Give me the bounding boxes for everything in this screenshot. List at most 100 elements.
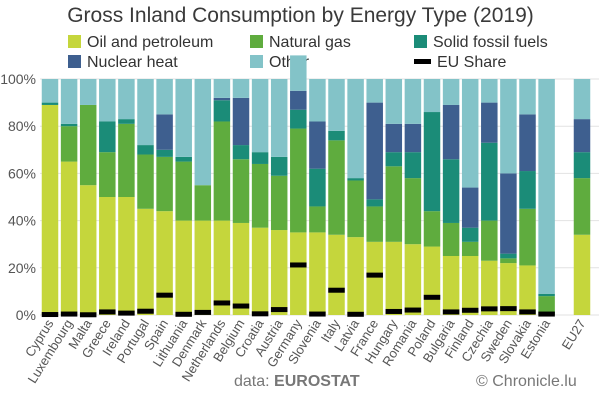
bar-segment-solid-fossil-fuels <box>118 119 135 124</box>
eu-share-marker <box>232 303 250 309</box>
bar-segment-other <box>194 79 212 186</box>
bar-segment-oil-and-petroleum <box>328 234 345 315</box>
eu-share-marker <box>137 308 154 314</box>
bar-segment-oil-and-petroleum <box>60 161 78 315</box>
bar-segment-oil-and-petroleum <box>175 220 192 315</box>
bar-segment-oil-and-petroleum <box>347 237 364 315</box>
bar-segment-oil-and-petroleum <box>385 241 403 315</box>
bar-segment-nuclear-heat <box>213 97 231 101</box>
bar-segment-other <box>41 79 59 103</box>
eu-share-marker <box>270 307 288 313</box>
bar-segment-other <box>442 79 460 105</box>
bar-segment-other <box>481 79 498 103</box>
bar-segment-solid-fossil-fuels <box>99 121 116 153</box>
bar-segment-other <box>423 79 441 113</box>
eu-share-marker <box>175 311 192 317</box>
legend-swatch-gas <box>250 35 263 48</box>
bar-segment-nuclear-heat <box>519 114 536 172</box>
bar-segment-natural-gas <box>232 159 250 223</box>
bar-segment-oil-and-petroleum <box>309 232 326 315</box>
bar-segment-nuclear-heat <box>309 121 326 169</box>
source-credit: data: EUROSTAT <box>234 373 360 391</box>
bar-segment-solid-fossil-fuels <box>573 152 591 179</box>
y-tick-label: 80% <box>8 118 36 134</box>
bar-segment-natural-gas <box>328 140 345 235</box>
bar-segment-natural-gas <box>99 152 116 197</box>
bar-segment-natural-gas <box>194 185 212 221</box>
bar-segment-other <box>60 79 78 124</box>
bar-segment-natural-gas <box>309 206 326 233</box>
eu-share-marker <box>442 309 460 315</box>
bar-segment-nuclear-heat <box>500 173 517 254</box>
bar-segment-nuclear-heat <box>385 123 403 153</box>
bar-segment-solid-fossil-fuels <box>385 152 403 167</box>
bar-segment-other <box>213 79 231 98</box>
bar-segment-natural-gas <box>251 163 269 228</box>
bar-segment-natural-gas <box>423 211 441 247</box>
bar-segment-solid-fossil-fuels <box>538 293 555 297</box>
bar-segment-natural-gas <box>118 123 135 197</box>
legend-label-nuclear: Nuclear heat <box>87 54 178 71</box>
y-tick-label: 20% <box>8 260 36 276</box>
bar-segment-oil-and-petroleum <box>290 232 307 315</box>
bar-segment-solid-fossil-fuels <box>500 253 517 259</box>
legend-item-oil: Oil and petroleum <box>68 34 213 52</box>
bar-segment-solid-fossil-fuels <box>175 156 192 162</box>
site-name: Chronicle.lu <box>492 373 577 390</box>
bar-segment-natural-gas <box>213 121 231 221</box>
bar-segment-oil-and-petroleum <box>461 256 479 315</box>
eu-share-marker <box>519 309 536 315</box>
legend-label-gas: Natural gas <box>269 34 351 51</box>
legend-item-eu-share: EU Share <box>414 54 506 72</box>
source-name: EUROSTAT <box>274 373 360 390</box>
bar-segment-solid-fossil-fuels <box>232 145 250 160</box>
bar-segment-other <box>270 79 288 157</box>
bar-segment-other <box>118 79 135 120</box>
eu-share-marker <box>290 262 307 268</box>
y-tick-label: 0% <box>16 307 36 323</box>
copyright-icon: © <box>476 373 488 390</box>
bar-segment-solid-fossil-fuels <box>60 123 78 127</box>
eu-share-marker <box>385 308 403 314</box>
bar-segment-nuclear-heat <box>442 104 460 160</box>
bar-segment-oil-and-petroleum <box>79 185 97 315</box>
bar-segment-natural-gas <box>500 258 517 264</box>
bar-segment-oil-and-petroleum <box>404 244 422 315</box>
legend-label-oil: Oil and petroleum <box>87 34 214 51</box>
legend-swatch-solid <box>414 35 427 48</box>
bar-segment-oil-and-petroleum <box>270 230 288 315</box>
eu-share-marker <box>481 306 498 312</box>
legend-swatch-eu-share <box>414 59 431 64</box>
bar-segment-oil-and-petroleum <box>213 220 231 315</box>
bar-segment-solid-fossil-fuels <box>309 168 326 207</box>
eu-share-marker <box>423 294 441 300</box>
bar-segment-solid-fossil-fuels <box>404 152 422 179</box>
bar-segment-other <box>137 79 154 146</box>
bar-segment-oil-and-petroleum <box>442 256 460 315</box>
bar-segment-other <box>500 79 517 174</box>
eu-share-marker <box>79 312 97 318</box>
legend-item-nuclear: Nuclear heat <box>68 54 178 72</box>
bar-segment-oil-and-petroleum <box>194 220 212 315</box>
bar-segment-solid-fossil-fuels <box>156 149 173 157</box>
bar-segment-other <box>290 55 307 91</box>
bar-segment-other <box>519 79 536 115</box>
bar-segment-solid-fossil-fuels <box>213 100 231 122</box>
eu-share-marker <box>99 309 116 315</box>
bar-segment-natural-gas <box>156 156 173 212</box>
bar-segment-other <box>385 79 403 124</box>
bar-segment-natural-gas <box>519 208 536 266</box>
source-prefix: data: <box>234 373 270 390</box>
bar-segment-oil-and-petroleum <box>99 197 116 315</box>
bar-segment-oil-and-petroleum <box>481 260 498 315</box>
bar-segment-other <box>538 79 555 294</box>
bar-segment-oil-and-petroleum <box>423 246 441 315</box>
bar-segment-natural-gas <box>442 222 460 256</box>
bar-segment-natural-gas <box>538 296 555 315</box>
bar-segment-nuclear-heat <box>481 102 498 143</box>
bar-segment-natural-gas <box>461 241 479 256</box>
bar-segment-natural-gas <box>290 128 307 233</box>
bar-segment-oil-and-petroleum <box>137 208 154 315</box>
legend-item-gas: Natural gas <box>250 34 351 52</box>
bar-segment-natural-gas <box>481 220 498 261</box>
